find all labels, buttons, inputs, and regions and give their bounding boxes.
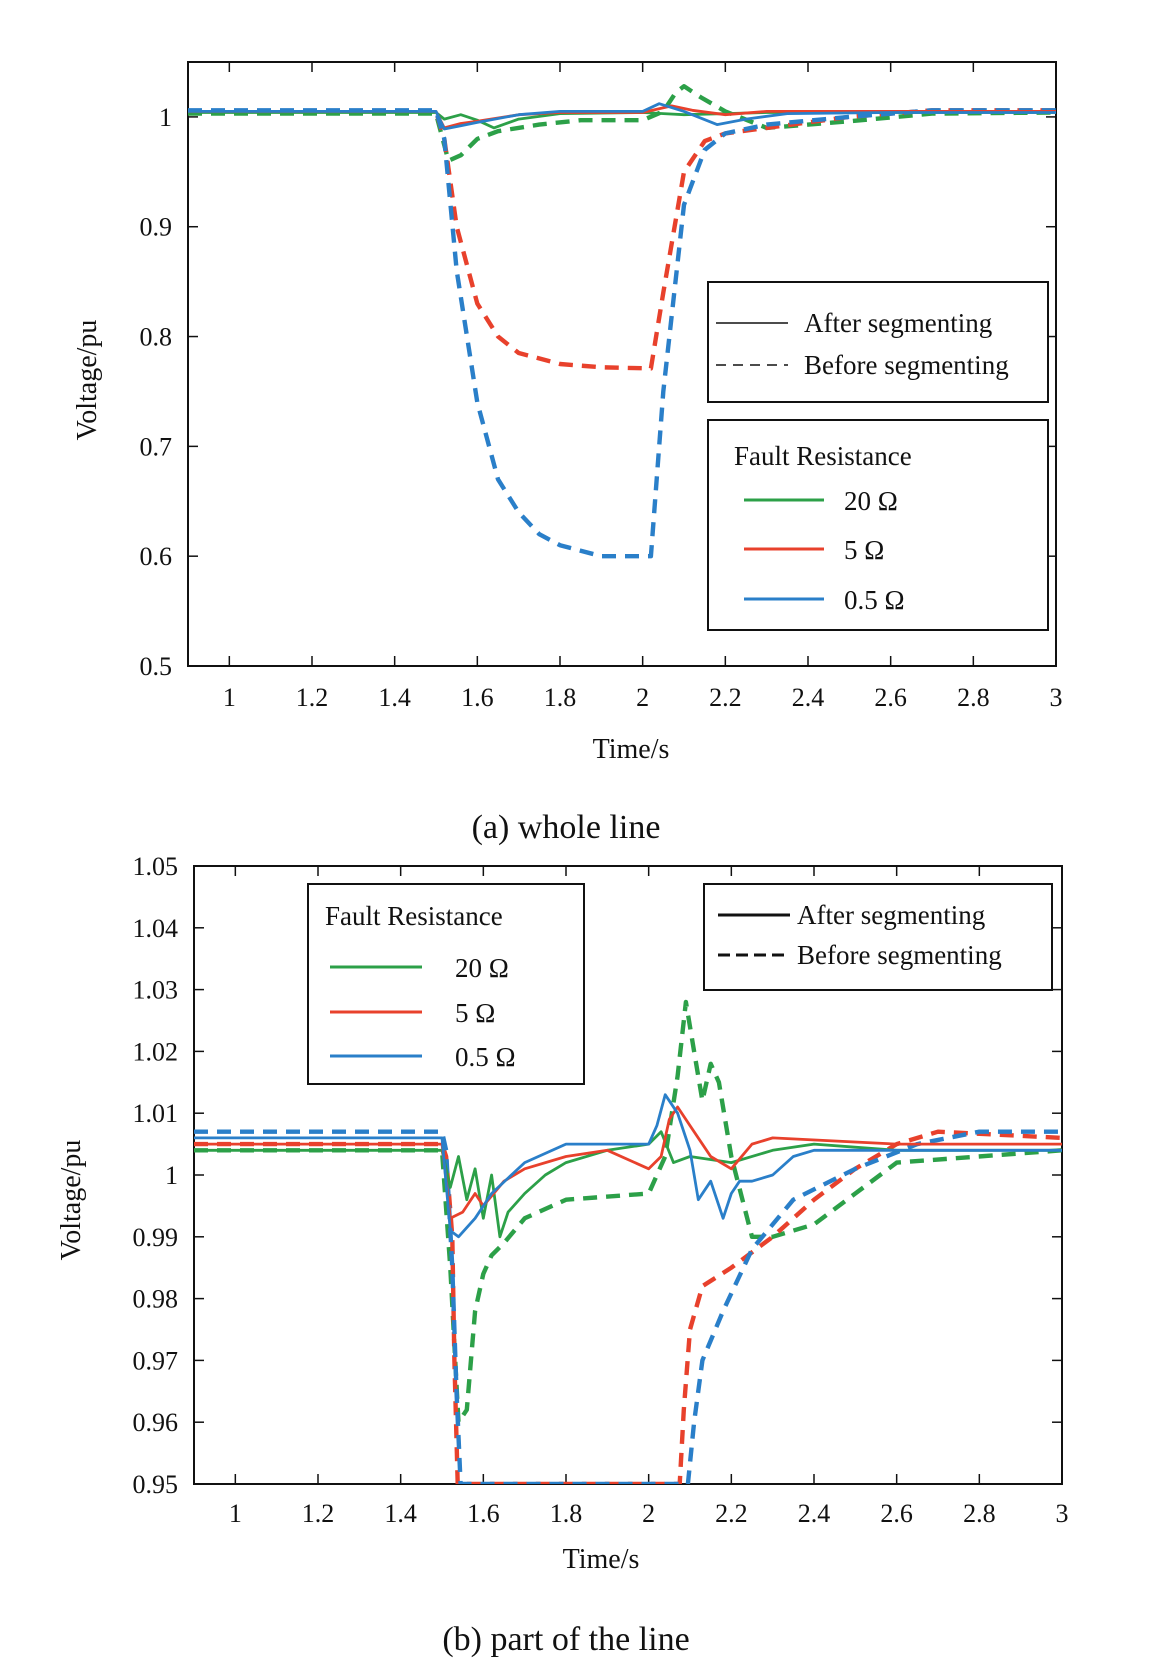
y-tick-label: 0.6	[140, 542, 173, 571]
resistance-legend-box	[307, 883, 585, 1085]
x-tick-label: 3	[1050, 683, 1063, 712]
resistance-legend: Fault Resistance 20 Ω 5 Ω 0.5 Ω	[307, 883, 585, 1085]
x-tick-label: 3	[1056, 1499, 1069, 1528]
legend-label-20-ohm: 20 Ω	[455, 953, 509, 983]
series-dashed-0-5-ohm	[188, 108, 1056, 559]
before-segmenting-label: Before segmenting	[804, 350, 1009, 380]
y-tick-label: 1.02	[133, 1037, 179, 1066]
resistance-legend-title: Fault Resistance	[325, 901, 503, 931]
y-axis-title: Voltage/pu	[72, 320, 103, 441]
x-tick-label: 2.8	[957, 683, 990, 712]
legend-label-5-ohm: 5 Ω	[455, 998, 495, 1028]
legend-label-0-5-ohm: 0.5 Ω	[844, 585, 905, 615]
x-tick-label: 2.2	[709, 683, 742, 712]
style-legend: After segmenting Before segmenting	[707, 281, 1049, 403]
x-tick-label: 2.6	[880, 1499, 913, 1528]
series-solid-5-ohm	[194, 1105, 1062, 1220]
series-dashed-5-ohm	[188, 108, 1056, 371]
series-lines	[188, 84, 1056, 559]
y-tick-label: 0.98	[133, 1285, 179, 1314]
plot-frame	[187, 61, 1057, 667]
resistance-legend-title: Fault Resistance	[734, 441, 912, 471]
y-tick-label: 0.96	[133, 1408, 179, 1437]
x-tick-label: 2.2	[715, 1499, 748, 1528]
x-tick-label: 2.4	[798, 1499, 831, 1528]
style-legend-box	[707, 281, 1049, 403]
x-tick-label: 1.2	[296, 683, 329, 712]
x-tick-label: 2	[642, 1499, 655, 1528]
series-dashed-5-ohm	[194, 1129, 1062, 1484]
series-solid-0-5-ohm	[194, 1093, 1062, 1239]
chart-whole-line: 1 1.2 1.4 1.6 1.8 2 2.2 2.4 2.6 2.8 3 0.5 0.6 0.7 0.8…	[72, 61, 1063, 846]
x-tick-label: 1.6	[461, 683, 494, 712]
chart-part-of-line: 1 1.2 1.4 1.6 1.8 2 2.2 2.4 2.6 2.8 3 0.95 0.96 0.97…	[56, 852, 1069, 1658]
x-tick-label: 1	[223, 683, 236, 712]
series-dashed-0-5-ohm	[194, 1129, 1062, 1484]
x-tick-label: 2.4	[792, 683, 825, 712]
caption-a: (a) whole line	[472, 809, 661, 846]
x-tick-label: 2.8	[963, 1499, 996, 1528]
y-tick-label: 1.04	[133, 914, 179, 943]
x-tick-label: 1.8	[544, 683, 577, 712]
caption-b: (b) part of the line	[442, 1621, 689, 1658]
x-axis-title: Time/s	[563, 1544, 640, 1575]
series-solid-20-ohm	[194, 1130, 1062, 1239]
series-dashed-20-ohm	[188, 84, 1056, 163]
y-tick-label: 1.01	[133, 1099, 179, 1128]
y-tick-label: 0.99	[133, 1223, 179, 1252]
y-axis-title: Voltage/pu	[56, 1140, 87, 1261]
x-tick-label: 1.4	[378, 683, 411, 712]
y-tick-label: 1.05	[133, 852, 179, 881]
y-tick-label: 0.97	[133, 1346, 179, 1375]
x-tick-label: 1.8	[550, 1499, 583, 1528]
style-legend: After segmenting Before segmenting	[703, 883, 1053, 991]
legend-label-5-ohm: 5 Ω	[844, 535, 884, 565]
resistance-legend: Fault Resistance 20 Ω 5 Ω 0.5 Ω	[707, 419, 1049, 631]
x-tick-label: 1.2	[302, 1499, 335, 1528]
y-axis-ticks: 0.5 0.6 0.7 0.8 0.9 1	[140, 103, 1056, 681]
x-tick-label: 1.4	[384, 1499, 417, 1528]
y-tick-label: 0.9	[140, 213, 173, 242]
y-tick-label: 1.03	[133, 976, 179, 1005]
y-tick-label: 0.8	[140, 323, 173, 352]
x-axis-ticks: 1 1.2 1.4 1.6 1.8 2 2.2 2.4 2.6 2.8 3	[229, 866, 1069, 1528]
x-tick-label: 2.6	[874, 683, 907, 712]
y-axis-ticks: 0.95 0.96 0.97 0.98 0.99 1 1.01 1.02 1.03 1.04 1.0…	[133, 852, 1062, 1499]
series-solid-0-5-ohm	[188, 102, 1056, 131]
x-axis-ticks: 1 1.2 1.4 1.6 1.8 2 2.2 2.4 2.6 2.8 3	[223, 62, 1063, 712]
series-lines	[194, 999, 1062, 1484]
after-segmenting-label: After segmenting	[804, 308, 992, 338]
y-tick-label: 0.5	[140, 652, 173, 681]
y-tick-label: 1	[159, 103, 172, 132]
x-axis-title: Time/s	[593, 734, 670, 765]
legend-label-20-ohm: 20 Ω	[844, 486, 898, 516]
resistance-legend-box	[707, 419, 1049, 631]
x-tick-label: 1	[229, 1499, 242, 1528]
y-tick-label: 1	[165, 1161, 178, 1190]
legend-label-0-5-ohm: 0.5 Ω	[455, 1042, 516, 1072]
before-segmenting-label: Before segmenting	[797, 940, 1002, 970]
x-tick-label: 1.6	[467, 1499, 500, 1528]
y-tick-label: 0.95	[133, 1470, 179, 1499]
after-segmenting-label: After segmenting	[797, 900, 985, 930]
y-tick-label: 0.7	[140, 432, 173, 461]
x-tick-label: 2	[636, 683, 649, 712]
style-legend-box	[703, 883, 1053, 991]
